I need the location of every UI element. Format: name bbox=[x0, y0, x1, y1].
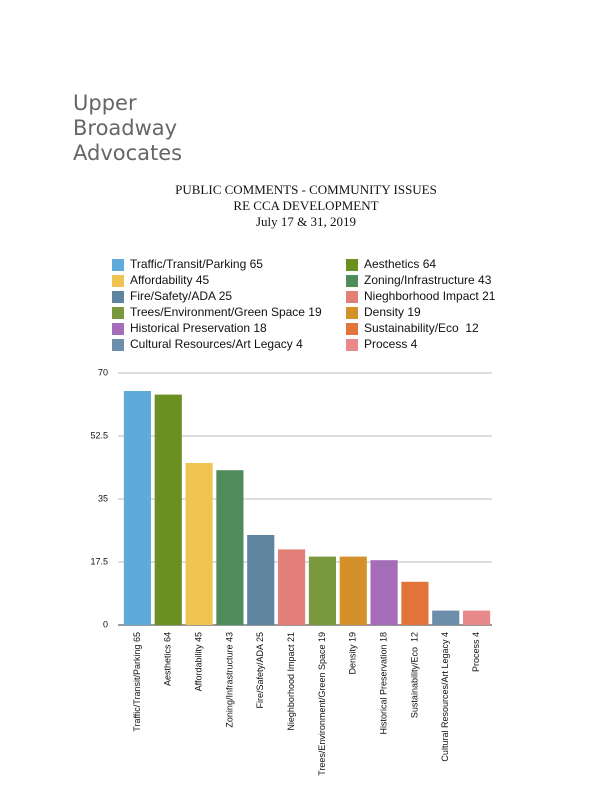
bar bbox=[308, 556, 336, 625]
header-line: Advocates bbox=[73, 141, 182, 165]
legend-label: Trees/Environment/Green Space 19 bbox=[130, 305, 322, 319]
legend-swatch bbox=[346, 339, 358, 351]
legend-swatch bbox=[112, 291, 124, 303]
legend-swatch bbox=[112, 259, 124, 271]
chart-title: PUBLIC COMMENTS - COMMUNITY ISSUES bbox=[175, 182, 437, 197]
legend-swatch bbox=[346, 259, 358, 271]
bar bbox=[123, 391, 151, 625]
x-tick-label: Traffic/Transit/Parking 65 bbox=[132, 632, 142, 732]
bar bbox=[339, 556, 367, 625]
x-tick-label: Aesthetics 64 bbox=[163, 632, 173, 686]
x-tick-label: Process 4 bbox=[471, 632, 481, 672]
legend-swatch bbox=[346, 275, 358, 287]
x-tick-label: Nieghborhood Impact 21 bbox=[286, 632, 296, 731]
legend-swatch bbox=[346, 307, 358, 319]
legend-label: Affordability 45 bbox=[130, 273, 209, 287]
bar bbox=[247, 535, 275, 625]
bar bbox=[463, 610, 491, 625]
x-tick-label: Affordability 45 bbox=[193, 632, 203, 691]
x-tick-label: Density 19 bbox=[348, 632, 358, 675]
legend-label: Density 19 bbox=[364, 305, 421, 319]
legend-swatch bbox=[346, 291, 358, 303]
chart-title: July 17 & 31, 2019 bbox=[256, 214, 356, 229]
chart-title: RE CCA DEVELOPMENT bbox=[233, 198, 378, 213]
x-tick-label: Fire/Safety/ADA 25 bbox=[255, 632, 265, 709]
legend-swatch bbox=[112, 307, 124, 319]
bar bbox=[278, 549, 306, 625]
x-tick-label: Cultural Resources/Art Legacy 4 bbox=[440, 632, 450, 762]
legend-swatch bbox=[112, 323, 124, 335]
legend-label: Fire/Safety/ADA 25 bbox=[130, 289, 232, 303]
legend-label: Cultural Resources/Art Legacy 4 bbox=[130, 337, 303, 351]
bar bbox=[401, 581, 429, 625]
x-tick-label: Trees/Environment/Green Space 19 bbox=[317, 632, 327, 776]
legend-label: Nieghborhood Impact 21 bbox=[364, 289, 496, 303]
bar bbox=[154, 394, 182, 625]
legend-label: Sustainability/Eco 12 bbox=[364, 321, 479, 335]
y-tick-label: 70 bbox=[98, 367, 108, 377]
y-tick-label: 52.5 bbox=[90, 430, 108, 440]
legend-label: Traffic/Transit/Parking 65 bbox=[130, 257, 263, 271]
legend-label: Zoning/Infrastructure 43 bbox=[364, 273, 492, 287]
bar bbox=[216, 470, 244, 625]
legend-label: Historical Preservation 18 bbox=[130, 321, 267, 335]
x-tick-label: Zoning/Infrastructure 43 bbox=[224, 632, 234, 728]
legend-swatch bbox=[346, 323, 358, 335]
bar bbox=[370, 560, 398, 625]
y-tick-label: 0 bbox=[103, 619, 108, 629]
y-tick-label: 35 bbox=[98, 493, 108, 503]
y-tick-label: 17.5 bbox=[90, 556, 108, 566]
header-line: Broadway bbox=[73, 116, 177, 140]
legend-label: Process 4 bbox=[364, 337, 418, 351]
header-line: Upper bbox=[73, 91, 137, 115]
legend-swatch bbox=[112, 275, 124, 287]
bar bbox=[432, 610, 460, 625]
legend-label: Aesthetics 64 bbox=[364, 257, 436, 271]
bar bbox=[185, 463, 213, 625]
x-tick-label: Historical Preservation 18 bbox=[378, 632, 388, 735]
x-tick-label: Sustainability/Eco 12 bbox=[409, 632, 419, 718]
legend-swatch bbox=[112, 339, 124, 351]
